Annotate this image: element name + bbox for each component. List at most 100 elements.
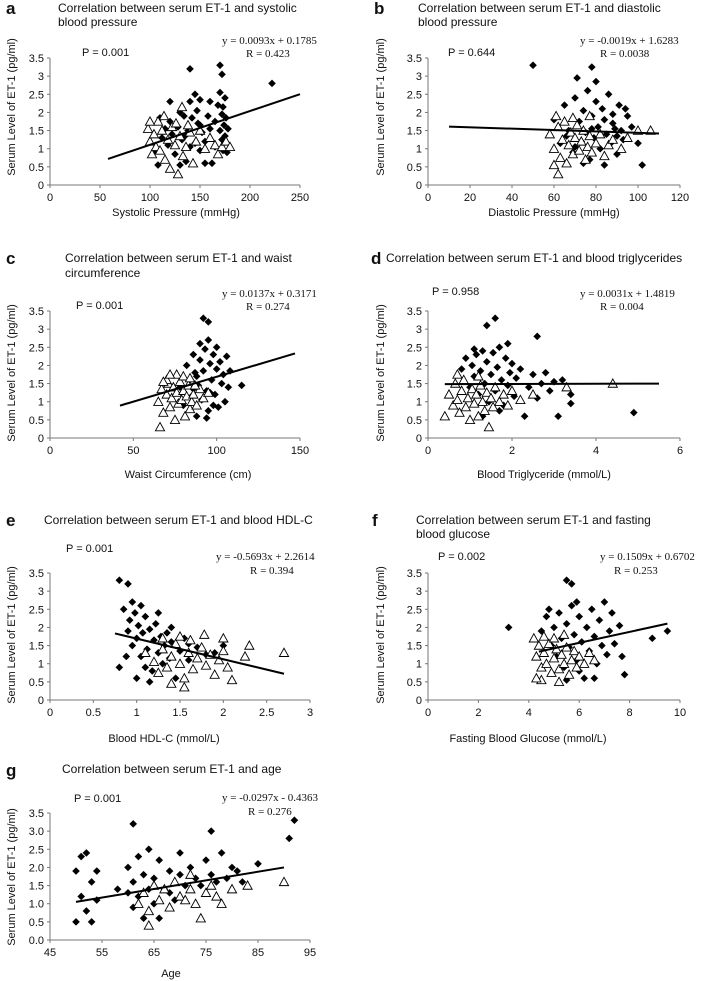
data-point-open — [187, 663, 199, 674]
data-point-open — [566, 654, 578, 665]
y-tick-label: 3.5 — [407, 306, 422, 318]
data-point-filled — [545, 605, 553, 614]
data-point-filled — [216, 88, 224, 97]
data-point-filled — [124, 627, 132, 635]
data-point-filled — [196, 339, 204, 348]
r-value-e: R = 0.394 — [250, 565, 294, 577]
plot-area-a — [107, 61, 301, 179]
data-point-filled — [529, 61, 537, 70]
data-point-open — [590, 137, 602, 148]
y-axis-label-c: Serum Level of ET-1 (pg/ml) — [6, 304, 18, 442]
data-point-filled — [186, 97, 194, 106]
y-tick-label: 0 — [416, 180, 422, 192]
data-point-filled — [541, 368, 550, 377]
data-point-open — [548, 143, 560, 153]
data-point-filled — [72, 917, 80, 926]
data-point-filled — [218, 70, 226, 79]
data-point-open — [557, 134, 568, 144]
data-point-filled — [202, 856, 210, 865]
data-point-filled — [503, 339, 512, 348]
y-tick-label: 2.5 — [29, 342, 44, 354]
y-tick-label: 0.5 — [29, 415, 44, 427]
data-point-filled — [497, 376, 506, 384]
data-point-open — [559, 115, 570, 126]
panel-d: d Correlation between serum ET-1 and blo… — [371, 249, 683, 481]
data-point-open — [473, 370, 484, 381]
data-point-filled — [604, 90, 613, 99]
data-point-open — [159, 883, 170, 894]
y-tick-label: 3.5 — [29, 568, 44, 580]
data-point-open — [242, 880, 253, 890]
data-point-filled — [201, 159, 209, 168]
x-tick-label: 100 — [207, 445, 225, 457]
p-value-c: P = 0.001 — [76, 300, 123, 312]
y-tick-label: 0 — [38, 180, 44, 192]
data-point-filled — [512, 374, 521, 383]
data-point-open — [573, 145, 585, 155]
plot-area-g — [72, 816, 299, 930]
data-point-filled — [124, 863, 132, 872]
x-tick-label: 100 — [629, 192, 647, 204]
data-point-filled — [610, 639, 619, 648]
data-point-open — [575, 135, 587, 146]
data-point-filled — [567, 580, 576, 588]
y-axis-label-e: Serum Level of ET-1 (pg/ml) — [6, 566, 18, 704]
x-tick-label: 3 — [307, 707, 313, 719]
data-point-filled — [219, 103, 227, 111]
data-point-open — [217, 632, 229, 643]
y-tick-label: 1.0 — [29, 899, 44, 911]
data-point-filled — [176, 108, 184, 117]
data-point-filled — [634, 139, 642, 148]
y-tick-label: 0 — [38, 695, 44, 707]
panel-g: g Correlation between serum ET-1 and age… — [6, 761, 319, 980]
trend-line — [107, 93, 301, 160]
data-point-filled — [176, 870, 184, 879]
data-point-open — [158, 110, 170, 121]
data-point-filled — [206, 359, 214, 368]
data-point-open — [541, 658, 552, 668]
data-point-open — [139, 647, 151, 657]
plot-area-d — [439, 314, 660, 432]
x-tick-label: 0 — [47, 707, 53, 719]
data-point-filled — [545, 386, 554, 395]
data-point-open — [161, 661, 173, 672]
y-tick-label: 2 — [416, 107, 422, 119]
data-point-filled — [204, 112, 212, 120]
data-point-open — [462, 392, 474, 403]
y-tick-label: 1.5 — [407, 379, 422, 391]
y-tick-label: 1.5 — [29, 379, 44, 391]
data-point-open — [185, 634, 196, 645]
data-point-open — [216, 141, 228, 152]
data-point-filled — [204, 318, 213, 326]
data-point-filled — [144, 845, 153, 854]
data-point-filled — [597, 641, 606, 650]
data-point-filled — [87, 878, 96, 886]
y-tick-label: 0.5 — [29, 162, 44, 174]
x-tick-label: 250 — [291, 192, 309, 204]
data-point-open — [548, 652, 560, 663]
data-point-filled — [77, 892, 86, 901]
data-point-filled — [615, 101, 623, 110]
data-point-filled — [587, 605, 596, 614]
data-point-open — [567, 112, 579, 123]
data-point-open — [157, 376, 169, 386]
data-point-open — [452, 368, 463, 379]
data-point-open — [594, 128, 606, 139]
data-point-filled — [560, 101, 569, 110]
data-point-open — [477, 396, 488, 406]
y-axis-label-g: Serum Level of ET-1 (pg/ml) — [6, 808, 18, 946]
data-point-open — [224, 141, 236, 152]
data-point-open — [138, 887, 149, 897]
data-point-filled — [139, 870, 148, 879]
data-point-filled — [171, 674, 180, 683]
data-point-open — [487, 401, 499, 412]
plot-area-c — [119, 314, 296, 432]
x-tick-label: 100 — [141, 192, 159, 204]
data-point-filled — [209, 401, 218, 410]
data-point-open — [278, 876, 290, 887]
data-point-filled — [216, 61, 224, 70]
data-point-filled — [216, 357, 224, 366]
data-point-filled — [598, 104, 607, 113]
data-point-filled — [191, 90, 199, 99]
